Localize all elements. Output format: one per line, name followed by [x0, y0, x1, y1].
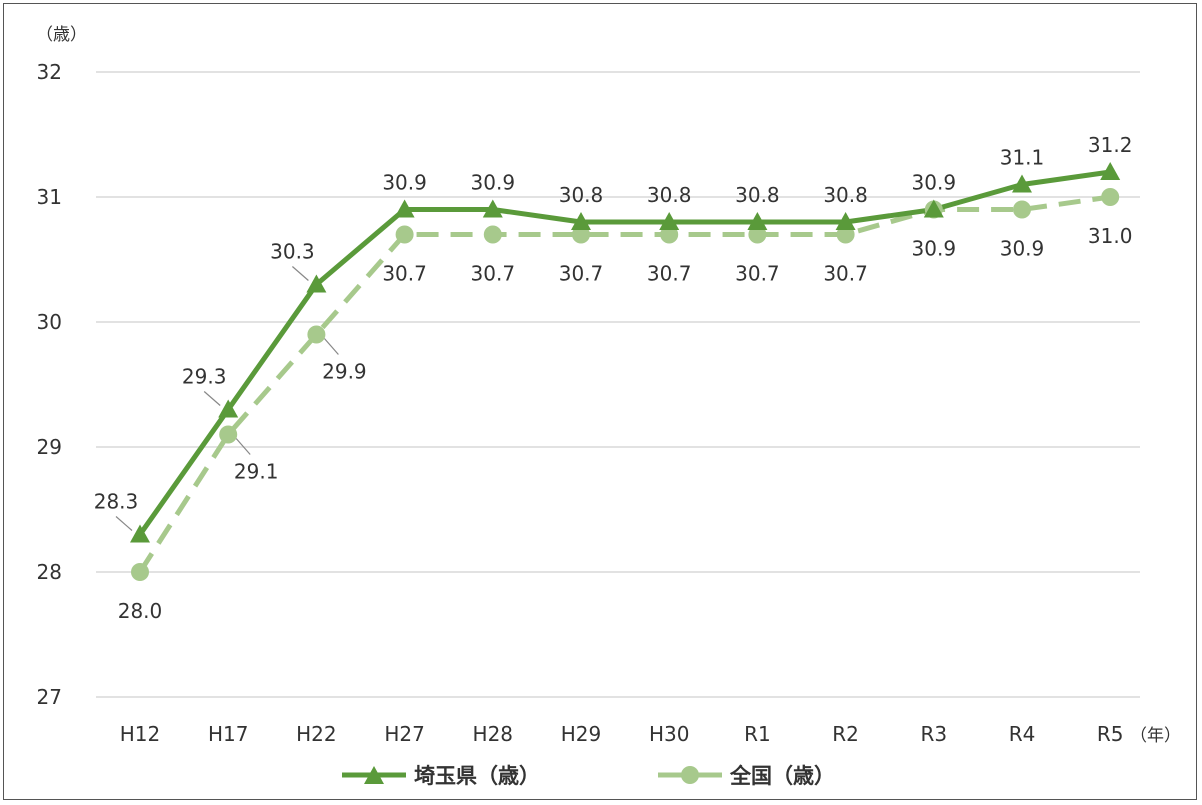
series-lines: [137, 169, 1111, 574]
x-tick-label: H22: [296, 722, 337, 746]
gridlines: [96, 71, 1140, 698]
y-tick-label: 29: [37, 435, 62, 459]
label-leader-saitama: [115, 516, 133, 531]
data-label-national: 30.9: [912, 237, 957, 261]
data-point-saitama: [747, 212, 768, 230]
data-label-national: 30.9: [1000, 237, 1045, 261]
data-label-national: 29.1: [234, 460, 279, 484]
data-label-saitama: 30.8: [647, 183, 692, 207]
data-label-national: 30.7: [647, 262, 692, 286]
data-point-saitama: [659, 212, 680, 230]
x-tick-label: R2: [832, 722, 859, 746]
data-labels: 28.3 29.3 30.3 30.9 30.9 30.8 30.8 30.8 30.8 30.9…: [94, 133, 1133, 623]
data-point-saitama: [571, 212, 591, 230]
x-tick-label: H29: [561, 722, 602, 746]
series-markers: [130, 162, 1121, 581]
data-label-national: 30.7: [559, 262, 604, 286]
legend-marker-national: [681, 766, 699, 784]
legend-label-saitama: 埼玉県（歳）: [414, 764, 540, 788]
data-point-saitama: [130, 524, 150, 543]
data-point-saitama: [835, 212, 856, 230]
data-point-saitama: [1012, 174, 1032, 193]
x-tick-label: R1: [744, 722, 771, 746]
y-tick-label: 28: [37, 560, 62, 584]
legend: 埼玉県（歳） 全国（歳）: [342, 764, 835, 788]
data-label-national: 31.0: [1088, 224, 1133, 248]
data-point-national: [307, 325, 326, 344]
data-label-saitama: 30.9: [912, 171, 957, 195]
legend-marker-saitama: [364, 766, 384, 784]
data-point-national: [1013, 200, 1031, 219]
data-label-saitama: 30.8: [735, 183, 780, 207]
data-point-saitama: [482, 199, 503, 218]
data-label-national: 28.0: [118, 599, 163, 623]
y-tick-label: 31: [37, 185, 62, 209]
x-tick-label: H12: [120, 722, 161, 746]
data-point-saitama: [923, 199, 944, 218]
x-axis-unit: （年）: [1130, 726, 1181, 746]
label-leader-lines: [115, 266, 339, 531]
data-label-saitama: 30.8: [559, 183, 604, 207]
data-point-national: [1101, 188, 1120, 206]
chart-frame: [3, 3, 1197, 800]
y-tick-label: 27: [37, 685, 62, 709]
series-line-national: [137, 194, 1111, 574]
x-tick-label: H28: [473, 722, 514, 746]
x-tick-label: R3: [920, 722, 947, 746]
data-point-national: [219, 425, 238, 444]
x-tick-label: R5: [1097, 722, 1124, 746]
data-label-saitama: 30.8: [823, 183, 868, 207]
data-point-saitama: [218, 399, 239, 418]
y-axis: 27 28 29 30 31 32: [37, 60, 62, 709]
data-point-national: [131, 563, 149, 581]
data-point-national: [483, 225, 502, 244]
y-axis-unit: （歳）: [36, 25, 87, 45]
data-point-saitama: [306, 274, 327, 293]
data-label-saitama: 31.2: [1088, 133, 1133, 157]
data-label-national: 29.9: [322, 360, 367, 384]
y-tick-label: 30: [37, 310, 62, 334]
x-tick-label: H17: [208, 722, 249, 746]
data-label-saitama: 31.1: [1000, 146, 1045, 170]
label-leader-national: [323, 338, 339, 355]
x-tick-label: H30: [649, 722, 690, 746]
data-label-national: 30.7: [823, 262, 868, 286]
label-leader-national: [235, 438, 251, 455]
data-label-saitama: 29.3: [182, 365, 227, 389]
data-label-national: 30.7: [735, 262, 780, 286]
x-axis: H12 H17 H22 H27 H28 H29 H30 R1 R2 R3 R4 R5: [120, 722, 1124, 746]
legend-label-national: 全国（歳）: [729, 764, 835, 788]
x-tick-label: H27: [384, 722, 425, 746]
y-tick-label: 32: [37, 60, 62, 84]
data-point-national: [395, 225, 414, 244]
label-leader-saitama: [292, 266, 309, 281]
x-tick-label: R4: [1009, 722, 1036, 746]
data-label-national: 30.7: [471, 262, 516, 286]
data-point-saitama: [1100, 162, 1121, 180]
data-label-national: 30.7: [382, 262, 427, 286]
series-line-saitama: [137, 169, 1111, 536]
label-leader-saitama: [203, 391, 221, 406]
data-point-saitama: [394, 199, 415, 218]
data-label-saitama: 30.3: [270, 240, 315, 264]
data-label-saitama: 28.3: [94, 490, 139, 514]
data-label-saitama: 30.9: [382, 171, 427, 195]
data-label-saitama: 30.9: [471, 171, 516, 195]
